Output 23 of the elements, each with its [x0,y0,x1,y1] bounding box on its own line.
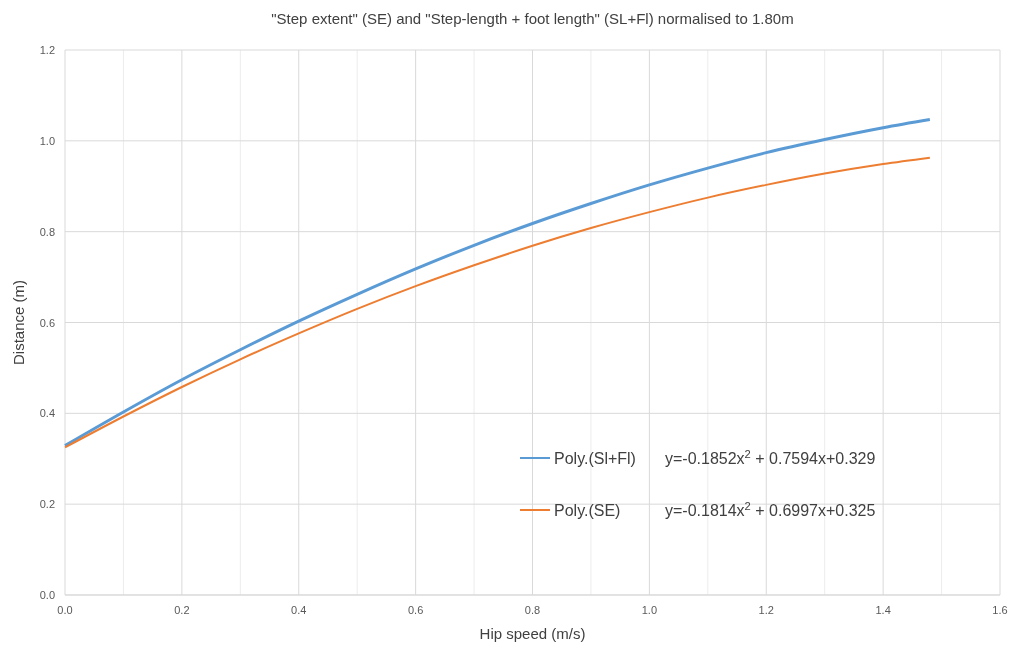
y-tick-label: 0.0 [39,589,55,601]
legend-label: Poly.(SE) [554,502,621,519]
x-tick-label: 0.8 [524,604,541,616]
x-tick-label: 1.0 [641,604,658,616]
x-tick-label: 0.6 [407,604,424,616]
x-tick-label: 0.2 [174,604,190,616]
y-tick-label: 1.0 [39,134,55,147]
annotation: y=-0.1814x$^{2}$ + 0.6997x+0.325 [665,500,876,519]
y-tick-label: 0.6 [39,316,55,329]
x-tick-label: 1.2 [758,604,774,616]
y-tick-label: 0.2 [39,498,55,511]
y-tick-label: 0.4 [39,407,55,420]
x-tick-label: 1.6 [992,604,1008,616]
chart-title: "Step extent" (SE) and "Step-length + foot length" (SL+Fl) normalised to 1.80m [271,10,794,27]
y-tick-label: 1.2 [39,44,55,56]
legend-label: Poly.(Sl+Fl) [554,450,636,467]
annotation: y=-0.1852x$^{2}$ + 0.7594x+0.329 [665,448,876,467]
x-tick-label: 0.4 [291,604,307,616]
x-tick-label: 1.4 [875,604,891,616]
x-tick-label: 0.0 [57,604,73,616]
y-axis-title: Distance (m) [10,279,27,366]
y-tick-label: 0.8 [39,225,55,238]
x-axis-title: Hip speed (m/s) [479,625,586,642]
